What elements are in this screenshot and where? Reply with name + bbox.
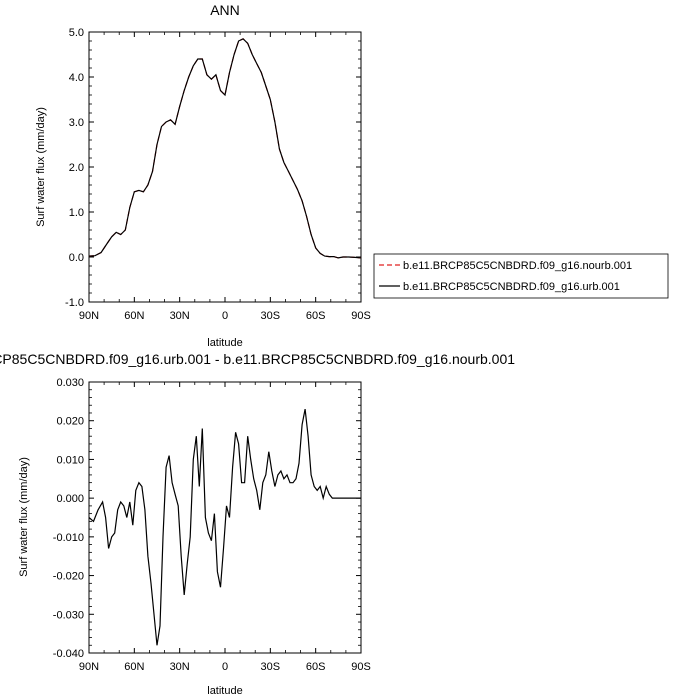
x-tick-label: 60S — [306, 661, 326, 673]
series-line-1 — [88, 408, 361, 646]
y-tick-label: 4.0 — [69, 72, 84, 84]
top-chart-title: ANN — [210, 2, 240, 18]
y-tick-label: -1.0 — [65, 297, 84, 309]
x-tick-label: 90S — [351, 310, 371, 322]
x-tick-label: 0 — [222, 310, 228, 322]
bottom-chart-title: b.e11.BRCP85C5CNBDRD.f09_g16.urb.001 - b… — [0, 351, 515, 367]
top-y-axis-label: Surf water flux (mm/day) — [35, 107, 47, 227]
y-tick-label: -0.040 — [53, 648, 84, 660]
y-tick-label: 5.0 — [69, 27, 84, 39]
legend-label-urb: b.e11.BRCP85C5CNBDRD.f09_g16.urb.001 — [403, 281, 620, 293]
y-tick-label: -0.010 — [53, 532, 84, 544]
y-tick-label: 0.000 — [56, 493, 84, 505]
bottom-chart: b.e11.BRCP85C5CNBDRD.f09_g16.urb.001 - b… — [0, 351, 515, 697]
y-tick-label: 2.0 — [69, 162, 84, 174]
series-line-1 — [88, 38, 362, 259]
x-tick-label: 30N — [170, 310, 190, 322]
legend-label-nourb: b.e11.BRCP85C5CNBDRD.f09_g16.nourb.001 — [403, 260, 632, 272]
x-tick-label: 60S — [306, 310, 326, 322]
bottom-x-axis-label: latitude — [207, 685, 242, 697]
y-tick-label: -0.030 — [53, 609, 84, 621]
bottom-plot-area: 90N 60N 30N 0 30S 60S 90S -0.040 -0.030 -0.020 -0.… — [53, 377, 371, 673]
x-tick-label: 90N — [79, 310, 99, 322]
y-tick-label: 0.020 — [56, 416, 84, 428]
y-tick-label: -0.020 — [53, 571, 84, 583]
x-tick-label: 60N — [124, 310, 144, 322]
y-tick-label: 0.0 — [69, 252, 84, 264]
y-tick-label: 1.0 — [69, 207, 84, 219]
plot-frame — [88, 381, 362, 654]
legend-box — [373, 253, 669, 299]
bottom-y-axis-label: Surf water flux (mm/day) — [18, 457, 30, 577]
series-line-2 — [88, 38, 362, 259]
top-chart: ANN 90N 60N 30N 0 30S 60S 90S -1.0 0.0 1.0 2.0 3.0 4… — [35, 2, 371, 349]
x-tick-label: 30S — [261, 310, 281, 322]
x-tick-label: 30S — [261, 661, 281, 673]
y-tick-label: 0.030 — [56, 377, 84, 389]
y-tick-label: 0.010 — [56, 454, 84, 466]
x-tick-label: 90S — [351, 661, 371, 673]
x-tick-label: 30N — [170, 661, 190, 673]
y-tick-label: 3.0 — [69, 117, 84, 129]
x-tick-label: 90N — [79, 661, 99, 673]
top-plot-area: 90N 60N 30N 0 30S 60S 90S -1.0 0.0 1.0 2.0 3.0 4.0 5.… — [65, 27, 371, 322]
legend: b.e11.BRCP85C5CNBDRD.f09_g16.nourb.001 b… — [373, 253, 669, 299]
plot-frame — [88, 31, 362, 303]
x-tick-label: 0 — [222, 661, 228, 673]
top-x-axis-label: latitude — [207, 337, 242, 349]
x-tick-label: 60N — [124, 661, 144, 673]
